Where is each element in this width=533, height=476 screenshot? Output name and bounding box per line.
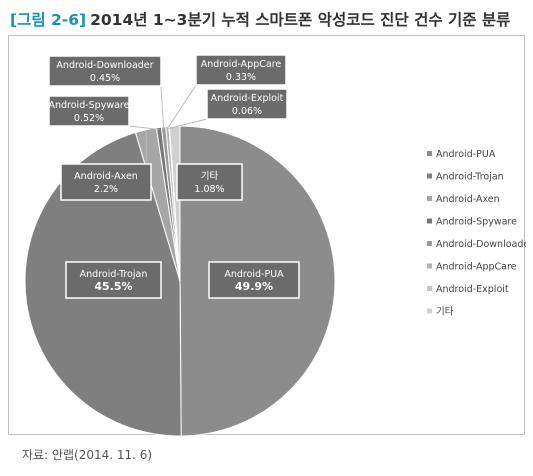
legend-swatch-android-trojan <box>427 173 432 179</box>
legend-swatch-기타 <box>427 308 432 314</box>
figure-title: [그림 2-6] 2014년 1~3분기 누적 스마트폰 악성코드 진단 건수 기… <box>10 8 526 30</box>
pie-chart: Android-PUA49.9%Android-Trojan45.5%Andro… <box>24 54 526 436</box>
callout-value-android-spyware: 0.52% <box>74 113 104 124</box>
callout-value-android-downloader: 0.45% <box>90 73 120 84</box>
legend-label-android-downloader: Android-Downloader <box>436 239 526 250</box>
leader-line-android-downloader <box>160 85 165 129</box>
leader-line-android-spyware <box>128 125 160 130</box>
callout-box-android-pua <box>208 261 300 299</box>
callout-value-android-axen: 2.2% <box>94 184 118 195</box>
callout-name-android-downloader: Android-Downloader <box>56 60 153 71</box>
legend-label-기타: 기타 <box>436 307 454 318</box>
legend-swatch-android-spyware <box>427 218 432 224</box>
leader-line-android-exploit <box>169 118 208 129</box>
callout-name-android-axen: Android-Axen <box>74 171 138 182</box>
legend-label-android-exploit: Android-Exploit <box>436 284 509 295</box>
callout-value-android-appcare: 0.33% <box>226 72 256 83</box>
callout-name-android-appcare: Android-AppCare <box>201 59 282 70</box>
callout-name-android-pua: Android-PUA <box>224 269 284 280</box>
callout-name-android-spyware: Android-Spyware <box>49 100 130 111</box>
legend-label-android-pua: Android-PUA <box>436 149 496 160</box>
legend-swatch-android-exploit <box>427 286 432 291</box>
callout-value-android-pua: 49.9% <box>235 280 273 293</box>
callout-box-기타 <box>176 163 243 201</box>
legend-swatch-android-appcare <box>427 263 432 269</box>
callout-name-android-exploit: Android-Exploit <box>211 93 284 104</box>
callout-box-android-exploit <box>206 88 288 120</box>
callout-box-android-axen <box>60 163 152 201</box>
legend-label-android-axen: Android-Axen <box>436 194 500 205</box>
callout-box-android-spyware <box>48 95 130 127</box>
figure-label: [그림 2-6] <box>10 11 87 29</box>
callout-name-기타: 기타 <box>201 171 219 182</box>
legend-label-android-trojan: Android-Trojan <box>436 172 504 183</box>
legend-swatch-android-axen <box>427 196 432 201</box>
source-note: 자료: 안랩(2014. 11. 6) <box>22 448 153 462</box>
legend-label-android-spyware: Android-Spyware <box>436 217 517 228</box>
legend-swatch-android-pua <box>427 151 432 156</box>
callout-value-기타: 1.08% <box>194 184 224 195</box>
chart-frame: Android-PUA 49.9% Android-Trojan 45.5% Andro… <box>8 35 526 436</box>
callout-name-android-trojan: Android-Trojan <box>80 269 148 280</box>
callout-box-android-downloader <box>48 55 162 87</box>
legend-swatch-android-downloader <box>427 241 432 246</box>
callout-box-android-appcare <box>195 54 287 86</box>
callout-value-android-exploit: 0.06% <box>232 106 262 117</box>
figure-title-text: 2014년 1~3분기 누적 스마트폰 악성코드 진단 건수 기준 분류 <box>90 11 511 29</box>
callout-box-android-trojan <box>65 261 162 299</box>
leader-line-android-appcare <box>167 84 197 129</box>
legend-label-android-appcare: Android-AppCare <box>436 262 517 273</box>
callout-value-android-trojan: 45.5% <box>94 280 132 293</box>
